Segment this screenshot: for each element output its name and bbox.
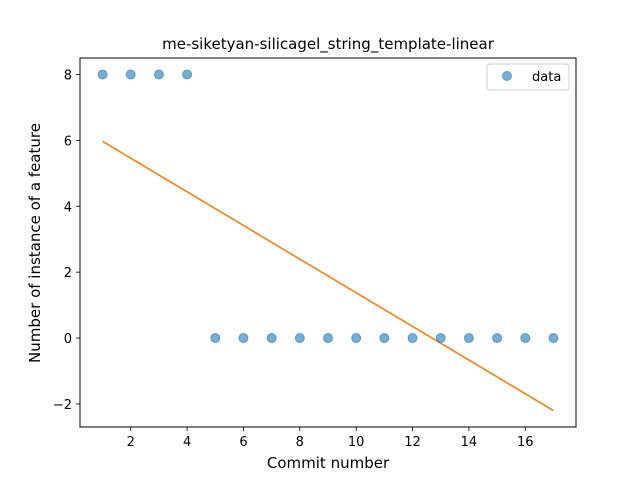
data-point [323, 333, 333, 344]
data-point [463, 333, 474, 344]
x-axis-label: Commit number [267, 454, 390, 472]
data-point [492, 333, 503, 344]
y-tick-label: 2 [64, 266, 72, 281]
data-point [351, 333, 362, 344]
scatter-points-layer [97, 69, 559, 344]
data-point [520, 333, 531, 344]
y-tick-label: 6 [64, 134, 72, 149]
y-axis-label: Number of instance of a feature [26, 123, 44, 363]
y-tick-label: 0 [64, 332, 72, 347]
data-point [153, 69, 164, 80]
x-axis-ticks: 2 4 6 8 10 12 14 16 [127, 427, 534, 450]
data-point [548, 333, 559, 344]
data-point [97, 69, 108, 80]
data-point [238, 333, 249, 344]
data-point [125, 69, 136, 80]
x-tick-label: 6 [239, 435, 247, 450]
x-tick-label: 2 [127, 435, 135, 450]
fit-line [102, 140, 554, 412]
chart-title: me-siketyan-silicagel_string_template-li… [162, 35, 495, 54]
x-tick-label: 14 [461, 435, 478, 450]
x-tick-label: 4 [183, 435, 191, 450]
data-point [294, 333, 305, 344]
data-point [407, 333, 418, 344]
y-tick-label: 8 [64, 68, 72, 83]
x-tick-label: 10 [348, 435, 365, 450]
legend-box [486, 63, 570, 91]
data-point [435, 333, 446, 344]
y-tick-label: 4 [64, 200, 72, 215]
data-point [182, 69, 193, 80]
legend: data [486, 63, 570, 91]
data-point [266, 333, 277, 344]
y-axis-ticks: −2 0 2 4 6 8 [53, 68, 80, 413]
legend-label-data: data [532, 70, 561, 85]
fit-line-layer [102, 140, 554, 412]
x-tick-label: 8 [296, 435, 304, 450]
legend-marker-data [502, 71, 512, 81]
x-tick-label: 16 [517, 435, 534, 450]
y-tick-label: −2 [53, 398, 72, 413]
x-tick-label: 12 [404, 435, 421, 450]
plot-area-frame [79, 57, 577, 428]
data-point [379, 333, 390, 344]
data-point [210, 333, 221, 344]
